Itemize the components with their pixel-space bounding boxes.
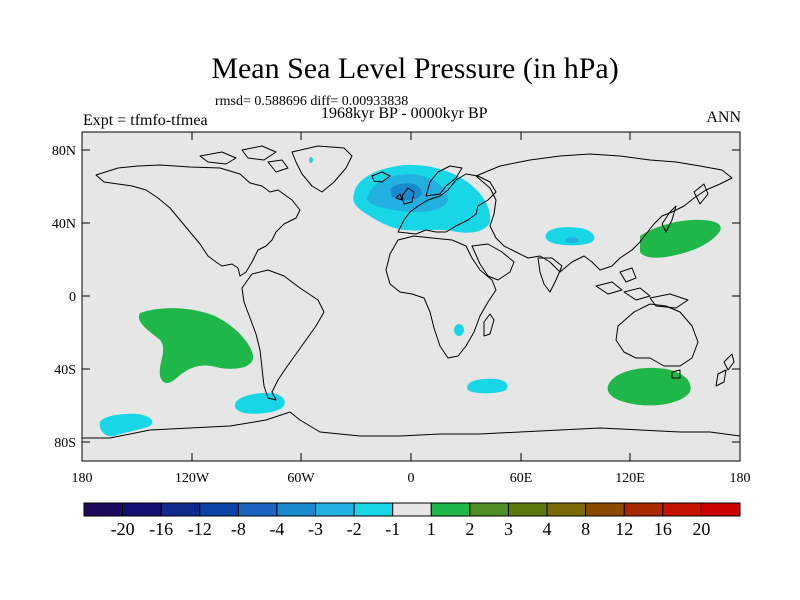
coastline-madagascar <box>483 313 495 337</box>
coastline-europe <box>397 173 497 235</box>
colorbar-swatch <box>700 502 741 517</box>
colorbar-swatch <box>199 502 239 517</box>
lat-labels: 80N 40N 0 40S 80S <box>52 144 76 451</box>
coastline-japan <box>661 205 677 233</box>
colorbar-swatch <box>392 502 432 517</box>
anomaly-south-indian-low <box>467 378 508 394</box>
season-label: ANN <box>706 109 741 126</box>
coastline-british-isles <box>395 187 415 205</box>
colorbar-swatch <box>585 502 625 517</box>
colorbar-swatch <box>546 502 587 517</box>
colorbar-swatch <box>507 502 548 517</box>
coastline-asia <box>475 153 733 273</box>
coastline-south-america <box>241 269 325 401</box>
anomaly-southern-africa-low <box>454 324 464 336</box>
lat-label: 0 <box>69 290 76 305</box>
anomaly-southern-indian-high <box>607 367 691 406</box>
experiment-label: Expt = tfmfo-tfmea <box>83 112 208 129</box>
lon-label: 120E <box>615 471 645 486</box>
colorbar-label: -2 <box>347 519 362 539</box>
coastline-iceland <box>371 171 391 183</box>
colorbar-swatch <box>469 502 509 517</box>
colorbar-swatch <box>83 502 124 517</box>
coastline-antarctica <box>82 411 740 439</box>
coastline-australia <box>615 303 699 367</box>
coastline-scandinavia <box>425 165 463 197</box>
colorbar-swatch <box>122 502 162 517</box>
colorbar: -20 -16 -12 -8 -4 -3 -2 -1 1 2 3 4 8 12 16 20 <box>83 502 741 539</box>
anomaly-southwest-pacific-low <box>99 413 153 437</box>
colorbar-label: -16 <box>149 519 173 539</box>
anomaly-southeast-pacific-low <box>234 392 285 414</box>
coastline-north-america <box>95 164 301 277</box>
coastline-india <box>537 257 563 293</box>
axis-ticks <box>81 132 741 461</box>
chart-title: Mean Sea Level Pressure (in hPa) <box>211 52 619 85</box>
colorbar-swatch <box>237 502 278 517</box>
colorbar-swatch <box>430 502 471 517</box>
colorbar-swatch <box>353 502 394 517</box>
colorbar-swatch <box>276 502 317 517</box>
lat-label: 80N <box>52 144 76 159</box>
colorbar-label: 16 <box>654 519 672 539</box>
anomaly-north-pacific-high <box>640 219 721 258</box>
lat-label: 40N <box>52 217 76 232</box>
colorbar-label: 2 <box>465 519 474 539</box>
colorbar-label: -8 <box>231 519 246 539</box>
anomaly-south-pacific-high <box>138 308 254 384</box>
lon-label: 180 <box>730 471 751 486</box>
colorbar-label: 12 <box>615 519 633 539</box>
lon-label: 0 <box>408 471 415 486</box>
coastlines <box>82 145 740 439</box>
colorbar-label: -3 <box>308 519 323 539</box>
anomaly-central-asia-core <box>565 237 579 243</box>
coastline-tasmania <box>671 369 681 379</box>
colorbar-label: -12 <box>188 519 212 539</box>
coastline-arctic-islands <box>199 145 289 173</box>
colorbar-swatch <box>662 502 702 517</box>
coastline-new-zealand <box>715 353 735 387</box>
coastline-southeast-asia-islands <box>595 267 689 309</box>
coastline-arabia <box>471 243 515 281</box>
colorbar-label: -4 <box>269 519 284 539</box>
anomaly-central-asia-low <box>545 227 595 246</box>
coastline-kamchatka <box>693 183 709 205</box>
anomaly-layer <box>99 157 721 437</box>
anomaly-arctic-low <box>309 157 313 163</box>
coastline-greenland <box>291 145 353 193</box>
map-plot-area <box>82 145 740 439</box>
coastline-africa <box>385 235 497 359</box>
lon-label: 60E <box>510 471 533 486</box>
period-text: 1968kyr BP - 0000kyr BP <box>321 105 488 122</box>
colorbar-label: 8 <box>581 519 590 539</box>
colorbar-label: 1 <box>427 519 436 539</box>
colorbar-label: 20 <box>692 519 710 539</box>
lon-label: 60W <box>287 471 315 486</box>
lon-label: 120W <box>175 471 210 486</box>
colorbar-label: -20 <box>111 519 135 539</box>
lat-label: 80S <box>54 436 76 451</box>
lat-label: 40S <box>54 363 76 378</box>
lon-label: 180 <box>72 471 93 486</box>
stats-text: rmsd= 0.588696 diff= 0.00933838 <box>215 94 409 109</box>
colorbar-swatch <box>160 502 201 517</box>
colorbar-swatch <box>315 502 355 517</box>
colorbar-label: -1 <box>385 519 400 539</box>
lon-labels: 180 120W 60W 0 60E 120E 180 <box>72 471 751 486</box>
colorbar-label: 4 <box>543 519 552 539</box>
colorbar-label: 3 <box>504 519 513 539</box>
colorbar-swatch <box>623 502 664 517</box>
